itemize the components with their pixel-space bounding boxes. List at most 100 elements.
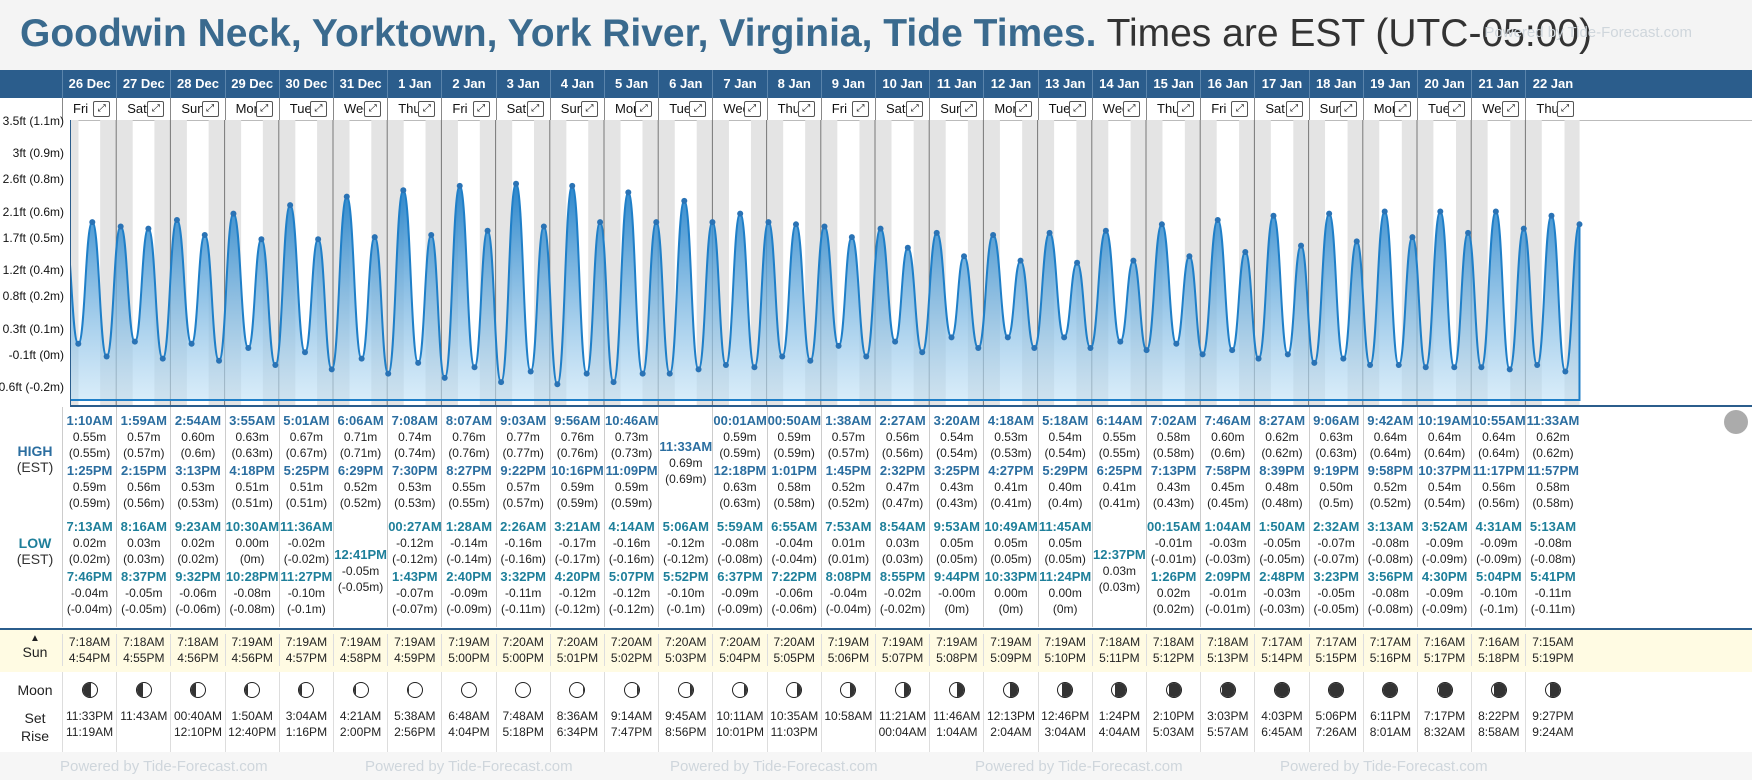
low-tide-height-alt: (0m) <box>998 602 1024 616</box>
high-tide-entry: 5:01AM 0.67m (0.67m) <box>280 413 333 461</box>
weekday-cell: Sun ⤢ <box>929 98 983 120</box>
y-tick-label: 0.8ft (0.2m) <box>2 289 64 303</box>
low-tide-entry: 4:14AM -0.16m (-0.16m) <box>605 519 658 567</box>
high-tide-time: 9:56AM <box>554 413 601 428</box>
expand-day-icon[interactable]: ⤢ <box>364 101 382 117</box>
tide-point <box>287 202 294 209</box>
sunset-time: 5:09PM <box>990 651 1032 665</box>
expand-day-icon[interactable]: ⤢ <box>201 101 219 117</box>
low-tide-height: -0.16m <box>504 536 542 550</box>
day-tide-column: 10:19AM 0.64m (0.64m) 10:37PM 0.54m (0.54m) 3:… <box>1417 407 1471 627</box>
low-tide-height: -0.12m <box>667 536 705 550</box>
low-tide-entry: 9:53AM 0.05m (0.05m) <box>930 519 983 567</box>
sunrise-time: 7:16AM <box>1478 635 1520 649</box>
expand-day-icon[interactable]: ⤢ <box>472 101 490 117</box>
high-tide-entry: 00:01AM 0.59m (0.59m) <box>713 413 766 461</box>
date-cell: 13 Jan <box>1037 70 1092 98</box>
tide-point <box>1576 221 1583 228</box>
date-cell: 22 Jan <box>1525 70 1579 98</box>
expand-day-icon[interactable]: ⤢ <box>309 101 327 117</box>
expand-day-icon[interactable]: ⤢ <box>1502 101 1520 117</box>
high-tide-height: 0.62m <box>1265 430 1299 444</box>
moon-shadow <box>353 683 356 697</box>
expand-day-icon[interactable]: ⤢ <box>1231 101 1249 117</box>
high-tide-time: 2:32PM <box>879 463 926 478</box>
high-tide-time: 1:38AM <box>825 413 872 428</box>
expand-day-icon[interactable]: ⤢ <box>255 101 273 117</box>
low-tide-height-alt: (-0.02m) <box>283 552 330 566</box>
weekday-label: Thu <box>1157 101 1180 116</box>
tide-point <box>877 225 884 232</box>
weekday-label: Sat <box>1265 101 1285 116</box>
moon-phase-icon <box>731 682 748 698</box>
tide-point <box>1340 355 1347 362</box>
date-cell: 6 Jan <box>658 70 712 98</box>
expand-day-icon[interactable]: ⤢ <box>1285 101 1303 117</box>
expand-day-icon[interactable]: ⤢ <box>635 101 653 117</box>
high-tide-time: 00:01AM <box>713 413 767 428</box>
low-tide-height-alt: (-0.12m) <box>554 602 601 616</box>
high-tide-height: 0.58m <box>1156 430 1191 444</box>
day-tide-column: 5:01AM 0.67m (0.67m) 5:25PM 0.51m (0.51m) 11:3… <box>278 407 333 627</box>
high-tide-height-alt: (0.58m) <box>1532 496 1574 510</box>
expand-day-icon[interactable]: ⤢ <box>526 101 544 117</box>
tide-point <box>1395 362 1402 369</box>
moon-shadow <box>903 683 910 697</box>
sunset-time: 5:07PM <box>881 651 924 665</box>
high-tide-entry: 2:54AM 0.60m (0.6m) <box>171 413 224 461</box>
expand-day-icon[interactable]: ⤢ <box>1339 101 1357 117</box>
moonset-time: 3:03PM <box>1207 709 1249 723</box>
settings-gear-icon[interactable] <box>1724 410 1748 434</box>
expand-day-icon[interactable]: ⤢ <box>960 101 978 117</box>
expand-day-icon[interactable]: ⤢ <box>743 101 761 117</box>
weekday-label: Thu <box>1536 101 1559 116</box>
expand-day-icon[interactable]: ⤢ <box>797 101 815 117</box>
moon-phase-icon <box>623 682 640 698</box>
moonset-time: 3:04AM <box>285 709 328 723</box>
high-tide-height: 0.59m <box>614 480 649 494</box>
low-tide-height: -0.06m <box>775 586 813 600</box>
low-tide-height: 0.02m <box>1156 586 1191 600</box>
low-tide-height-alt: (-0.03m) <box>1205 552 1251 566</box>
high-tide-height: 0.59m <box>723 430 757 444</box>
sun-times-cell: 7:18AM 5:11PM <box>1091 634 1146 666</box>
low-tide-time: 2:40PM <box>446 569 492 584</box>
expand-day-icon[interactable]: ⤢ <box>689 101 707 117</box>
high-tide-height: 0.60m <box>1211 430 1245 444</box>
sunrise-time: 7:18AM <box>123 635 165 649</box>
moon-times-cell: 4:03PM 6:45AM <box>1254 672 1308 752</box>
expand-day-icon[interactable]: ⤢ <box>418 101 436 117</box>
expand-day-icon[interactable]: ⤢ <box>1068 101 1086 117</box>
moonrise-label: Rise <box>20 728 49 744</box>
high-tide-height-alt: (0.56m) <box>881 446 924 460</box>
moon-phase-icon <box>1057 682 1074 698</box>
expand-day-icon[interactable]: ⤢ <box>147 101 165 117</box>
expand-day-icon[interactable]: ⤢ <box>1122 101 1140 117</box>
expand-day-icon[interactable]: ⤢ <box>1448 101 1466 117</box>
high-est-text: (EST) <box>16 459 54 475</box>
weekday-label: Sat <box>127 101 147 116</box>
expand-day-icon[interactable]: ⤢ <box>1177 101 1195 117</box>
expand-day-icon[interactable]: ⤢ <box>906 101 924 117</box>
expand-day-icon[interactable]: ⤢ <box>851 101 869 117</box>
low-tide-time: 12:37PM <box>1093 547 1146 562</box>
sunset-time: 5:17PM <box>1423 651 1466 665</box>
expand-day-icon[interactable]: ⤢ <box>580 101 598 117</box>
sun-times-cell: 7:20AM 5:05PM <box>766 634 821 666</box>
tide-point <box>709 219 716 226</box>
sunrise-time: 7:19AM <box>1044 635 1086 649</box>
moonset-time: 10:11AM <box>716 709 764 723</box>
low-tide-height-alt: (-0.09m) <box>1476 552 1522 566</box>
expand-day-icon[interactable]: ⤢ <box>1014 101 1032 117</box>
tide-point <box>948 334 955 341</box>
expand-day-icon[interactable]: ⤢ <box>93 101 111 117</box>
sun-times-cell: 7:19AM 5:08PM <box>929 634 983 666</box>
tide-point <box>1548 212 1555 219</box>
expand-day-icon[interactable]: ⤢ <box>1556 101 1574 117</box>
low-tide-height: -0.08m <box>1371 586 1410 600</box>
sun-times-cell: 7:18AM 5:12PM <box>1146 634 1200 666</box>
tide-point <box>103 353 110 360</box>
sunset-time: 5:13PM <box>1207 651 1249 665</box>
expand-day-icon[interactable]: ⤢ <box>1393 101 1411 117</box>
weekday-cell: Sat ⤢ <box>116 98 170 120</box>
